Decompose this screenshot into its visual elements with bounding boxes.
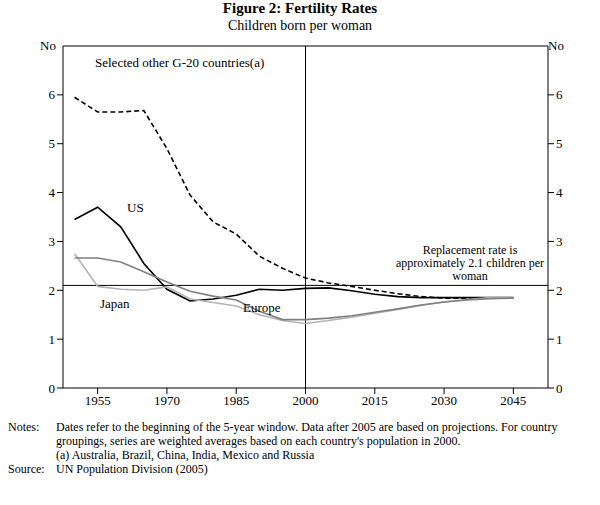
svg-text:4: 4 bbox=[556, 185, 563, 200]
svg-text:6: 6 bbox=[556, 87, 563, 102]
svg-text:3: 3 bbox=[49, 234, 56, 249]
svg-text:1970: 1970 bbox=[154, 393, 180, 408]
html-text:Source:: Source: bbox=[8, 462, 45, 476]
svg-text:2: 2 bbox=[556, 283, 563, 298]
html-text:(a) Australia, Brazil, China,: (a) Australia, Brazil, China, India, Mex… bbox=[56, 448, 315, 462]
html-text:US: US bbox=[127, 200, 144, 215]
svg-text:1: 1 bbox=[556, 332, 563, 347]
svg-text:4: 4 bbox=[49, 185, 56, 200]
html-text:Figure 2: Fertility Rates: Figure 2: Fertility Rates bbox=[222, 0, 378, 16]
html-text:Japan: Japan bbox=[100, 296, 130, 311]
svg-text:1955: 1955 bbox=[85, 393, 111, 408]
svg-text:2000: 2000 bbox=[293, 393, 319, 408]
svg-text:1: 1 bbox=[49, 332, 56, 347]
html-text:Replacement rate is approximat: Replacement rate is approximately 2.1 ch… bbox=[396, 243, 544, 283]
svg-text:6: 6 bbox=[49, 87, 56, 102]
html-text:No: No bbox=[40, 38, 56, 53]
html-text:Dates refer to the beginning o: Dates refer to the beginning of the 5-ye… bbox=[56, 420, 558, 448]
html-text:No: No bbox=[548, 38, 564, 53]
svg-text:0: 0 bbox=[49, 381, 56, 396]
svg-text:2030: 2030 bbox=[431, 393, 457, 408]
html-text:Selected other G-20 countries(: Selected other G-20 countries(a) bbox=[95, 55, 265, 70]
html-text:Notes:: Notes: bbox=[8, 420, 40, 434]
svg-text:2045: 2045 bbox=[500, 393, 526, 408]
html-text:Europe: Europe bbox=[243, 300, 281, 315]
svg-text:1985: 1985 bbox=[223, 393, 249, 408]
svg-text:2: 2 bbox=[49, 283, 56, 298]
svg-text:0: 0 bbox=[556, 381, 563, 396]
html-text:Children born per woman: Children born per woman bbox=[227, 18, 373, 33]
html-text:UN Population Division (2005): UN Population Division (2005) bbox=[56, 462, 208, 476]
svg-text:5: 5 bbox=[556, 136, 563, 151]
svg-text:5: 5 bbox=[49, 136, 56, 151]
svg-text:3: 3 bbox=[556, 234, 563, 249]
svg-text:2015: 2015 bbox=[362, 393, 388, 408]
